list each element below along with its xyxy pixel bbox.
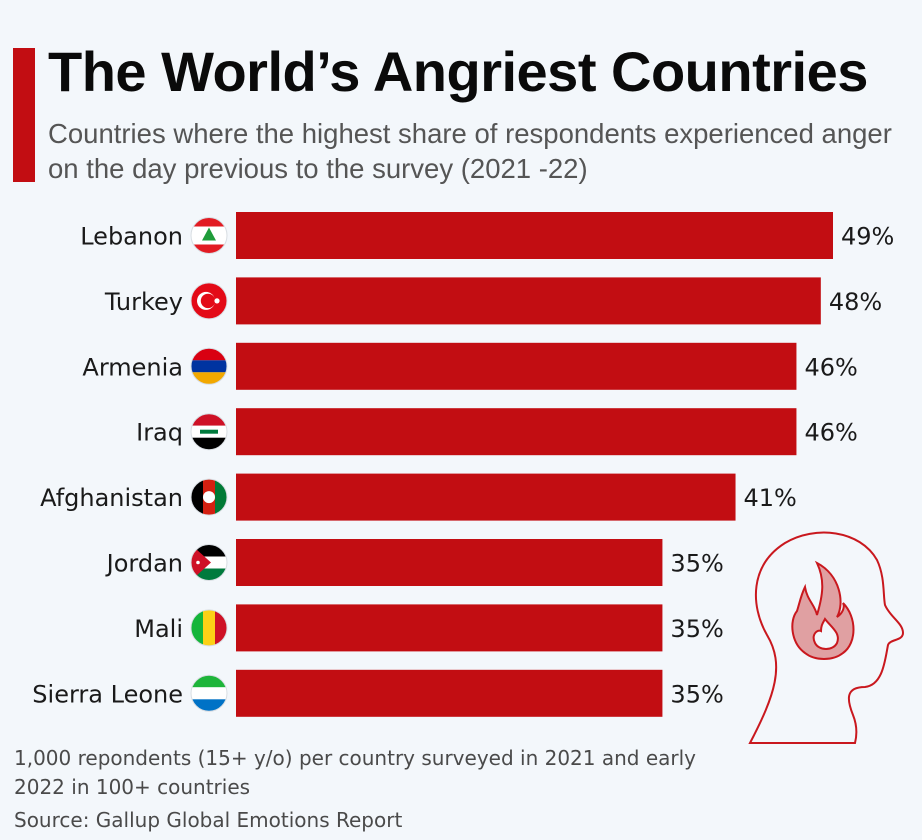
mali-flag-icon: [191, 609, 227, 646]
bar: [236, 212, 833, 259]
category-label: Mali: [134, 615, 183, 643]
head-outline: [748, 531, 905, 744]
bar-row: Turkey 48%: [104, 277, 882, 325]
bar-row: Armenia 46%: [82, 342, 858, 390]
iraq-flag-icon: [191, 413, 227, 450]
sierra-leone-flag-icon: [191, 675, 227, 712]
value-label: 35%: [670, 615, 723, 643]
angry-head-flame-icon: [748, 531, 905, 744]
bar-row: Afghanistan 41%: [40, 473, 797, 521]
footnote: 1,000 repondents (15+ y/o) per country s…: [14, 746, 697, 799]
bar-row: Mali 35%: [134, 604, 724, 652]
category-label: Turkey: [104, 288, 183, 316]
jordan-flag-icon: [191, 544, 227, 581]
category-label: Lebanon: [80, 223, 183, 251]
category-label: Iraq: [136, 419, 183, 447]
bar: [236, 669, 663, 717]
bar: [236, 539, 663, 586]
bar-row: Jordan 35%: [105, 539, 724, 586]
bar: [236, 277, 821, 325]
value-label: 49%: [841, 223, 894, 251]
bar: [236, 342, 797, 390]
flame-inner: [812, 617, 839, 650]
flag-border: [190, 413, 228, 451]
flag-border: [190, 478, 228, 516]
value-label: 46%: [804, 353, 857, 381]
category-label: Jordan: [105, 550, 183, 578]
turkey-flag-icon: [191, 282, 227, 319]
category-label: Armenia: [82, 353, 183, 381]
bar: [236, 408, 797, 456]
bar: [236, 604, 663, 652]
bar-row: Sierra Leone 35%: [32, 669, 724, 717]
value-label: 35%: [670, 550, 723, 578]
value-label: 48%: [829, 288, 882, 316]
afghanistan-flag-icon: [191, 479, 227, 516]
flag-border: [190, 544, 228, 581]
flag-border: [190, 217, 228, 254]
flag-border: [190, 282, 228, 320]
chart-subtitle: Countries where the highest share of res…: [48, 118, 892, 184]
flag-border: [190, 674, 228, 712]
chart-title: The World’s Angriest Countries: [48, 40, 868, 103]
lebanon-flag-icon: [191, 217, 227, 254]
armenia-flag-icon: [191, 348, 227, 385]
flag-border: [190, 609, 228, 647]
category-label: Sierra Leone: [32, 680, 183, 708]
bar-row: Lebanon 49%: [80, 212, 894, 259]
value-label: 41%: [744, 484, 797, 512]
bar-chart: Lebanon 49%Turkey 48%Armenia 46%Iraq 46%Afgh…: [32, 212, 894, 717]
bar: [236, 473, 736, 521]
category-label: Afghanistan: [40, 484, 183, 512]
flag-border: [190, 347, 228, 385]
value-label: 46%: [804, 419, 857, 447]
bar-row: Iraq 46%: [136, 408, 858, 456]
value-label: 35%: [670, 680, 723, 708]
source-note: Source: Gallup Global Emotions Report: [14, 808, 403, 832]
title-accent-bar: [13, 48, 35, 182]
